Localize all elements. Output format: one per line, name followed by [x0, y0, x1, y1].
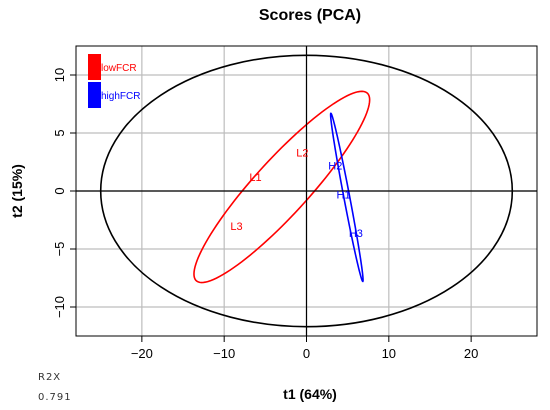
highFCR-group-ellipse: [329, 112, 364, 283]
point-label-H2: H2: [328, 160, 342, 172]
point-label-L3: L3: [230, 221, 242, 233]
legend-label-lowFCR: lowFCR: [101, 63, 137, 74]
tick-labels: −20 −10 0 10 20 −10 −5 0 5 10: [52, 68, 478, 361]
y-tick-label: −10: [52, 296, 67, 318]
legend-label-highFCR: highFCR: [101, 91, 140, 102]
legend-swatch-highFCR: [88, 82, 101, 108]
point-labels: L1 L2 L3 H2 H1 H3: [230, 148, 363, 240]
point-label-L2: L2: [296, 148, 308, 160]
r2x-label: R2X: [38, 372, 62, 383]
chart-title: Scores (PCA): [259, 7, 361, 24]
y-axis-label: t2 (15%): [9, 164, 25, 218]
legend-swatch-lowFCR: [88, 54, 101, 80]
x-axis-label: t1 (64%): [283, 386, 337, 402]
x-tick-label: 20: [464, 346, 478, 361]
x-tick-label: 0: [303, 346, 310, 361]
point-label-H3: H3: [349, 228, 363, 240]
r2x-value: 0.791: [38, 392, 72, 403]
plot-frame: [75, 45, 538, 337]
point-label-L1: L1: [249, 172, 261, 184]
lowFCR-group-ellipse: [193, 90, 371, 284]
x-tick-label: 10: [382, 346, 396, 361]
y-tick-label: −5: [52, 242, 67, 257]
y-tick-label: 0: [52, 187, 67, 194]
x-tick-label: −20: [131, 346, 153, 361]
legend: lowFCR highFCR: [88, 54, 140, 108]
x-tick-label: −10: [213, 346, 235, 361]
point-label-H1: H1: [337, 189, 351, 201]
axes: [70, 46, 537, 342]
y-tick-label: 5: [52, 129, 67, 136]
y-tick-label: 10: [52, 68, 67, 82]
